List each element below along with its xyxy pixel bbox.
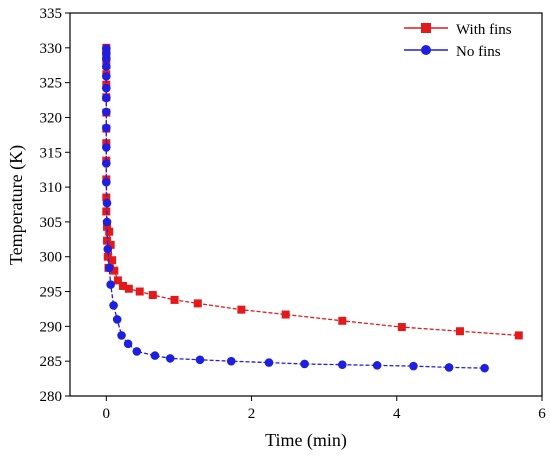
data-point bbox=[105, 227, 114, 236]
data-point bbox=[104, 263, 114, 273]
data-point bbox=[226, 356, 236, 366]
y-tick-label: 285 bbox=[40, 354, 63, 370]
x-tick-label: 2 bbox=[248, 406, 256, 422]
y-tick-label: 300 bbox=[40, 250, 63, 266]
y-tick-label: 295 bbox=[40, 285, 63, 301]
plot-frame bbox=[69, 12, 543, 397]
data-point bbox=[102, 198, 112, 208]
data-point bbox=[109, 301, 118, 310]
series-line-no-fins bbox=[105, 48, 485, 369]
legend: With fins No fins bbox=[404, 22, 512, 60]
data-point bbox=[132, 347, 142, 356]
data-point bbox=[102, 207, 111, 216]
data-point bbox=[103, 252, 112, 261]
x-tick-label: 6 bbox=[538, 406, 546, 422]
y-tick-label: 315 bbox=[40, 145, 63, 161]
data-point bbox=[106, 280, 115, 289]
x-axis-ticks: 0 2 4 6 bbox=[103, 396, 546, 422]
data-point bbox=[102, 193, 111, 202]
data-point bbox=[108, 256, 117, 265]
data-point bbox=[102, 62, 111, 71]
data-point bbox=[480, 363, 489, 373]
y-tick-label: 305 bbox=[40, 215, 63, 231]
data-point bbox=[102, 83, 111, 93]
y-axis-ticks: 280 285 290 295 300 305 310 315 320 325 330 335 bbox=[40, 6, 70, 405]
x-tick-label: 0 bbox=[103, 406, 111, 422]
y-tick-label: 290 bbox=[40, 319, 63, 335]
data-point bbox=[102, 107, 111, 117]
y-axis-title: Temperature (K) bbox=[6, 145, 27, 265]
legend-marker-with-fins bbox=[421, 23, 431, 33]
data-point bbox=[397, 323, 406, 332]
data-point bbox=[300, 359, 309, 369]
data-point bbox=[110, 266, 119, 275]
data-point bbox=[193, 299, 202, 308]
data-point bbox=[165, 354, 175, 363]
y-tick-label: 335 bbox=[40, 6, 63, 22]
data-point bbox=[102, 54, 111, 64]
data-point bbox=[102, 159, 111, 168]
data-point bbox=[124, 284, 133, 293]
legend-marker-no-fins bbox=[421, 45, 431, 55]
data-point bbox=[119, 281, 128, 290]
y-tick-label: 325 bbox=[40, 76, 63, 92]
data-point bbox=[117, 331, 126, 340]
y-tick-label: 310 bbox=[40, 180, 63, 196]
legend-label-with-fins: With fins bbox=[456, 22, 512, 38]
data-point bbox=[150, 351, 160, 360]
data-point bbox=[455, 327, 464, 336]
data-point bbox=[195, 355, 205, 365]
data-point bbox=[281, 310, 290, 319]
data-point bbox=[106, 240, 115, 249]
data-point bbox=[444, 363, 454, 372]
series-line-with-fins bbox=[105, 47, 519, 337]
data-point bbox=[409, 361, 418, 371]
data-point bbox=[170, 295, 179, 304]
legend-label-no-fins: No fins bbox=[456, 44, 501, 60]
data-point bbox=[103, 222, 112, 231]
y-tick-label: 320 bbox=[40, 110, 63, 126]
data-point bbox=[102, 177, 111, 187]
data-point bbox=[372, 361, 382, 370]
data-point bbox=[135, 287, 144, 296]
data-point bbox=[338, 360, 347, 369]
data-point bbox=[338, 316, 347, 325]
x-axis-title: Time (min) bbox=[265, 430, 347, 451]
data-point bbox=[102, 93, 111, 103]
data-point bbox=[102, 143, 111, 152]
y-tick-label: 330 bbox=[40, 41, 63, 57]
data-point bbox=[113, 276, 122, 285]
data-point bbox=[264, 358, 274, 367]
legend-item-no-fins: No fins bbox=[404, 44, 501, 60]
data-point bbox=[237, 305, 246, 314]
data-point bbox=[102, 72, 111, 81]
series-layer bbox=[102, 43, 523, 373]
data-point bbox=[102, 123, 111, 133]
data-point bbox=[102, 217, 112, 227]
x-tick-label: 4 bbox=[393, 406, 401, 422]
data-point bbox=[123, 339, 133, 349]
y-tick-label: 280 bbox=[40, 389, 63, 405]
data-point bbox=[112, 315, 122, 324]
data-point bbox=[103, 244, 113, 254]
series-with-fins bbox=[102, 43, 523, 340]
data-point bbox=[148, 291, 157, 300]
series-no-fins bbox=[102, 44, 489, 373]
data-point bbox=[514, 331, 523, 340]
legend-item-with-fins: With fins bbox=[404, 22, 512, 38]
